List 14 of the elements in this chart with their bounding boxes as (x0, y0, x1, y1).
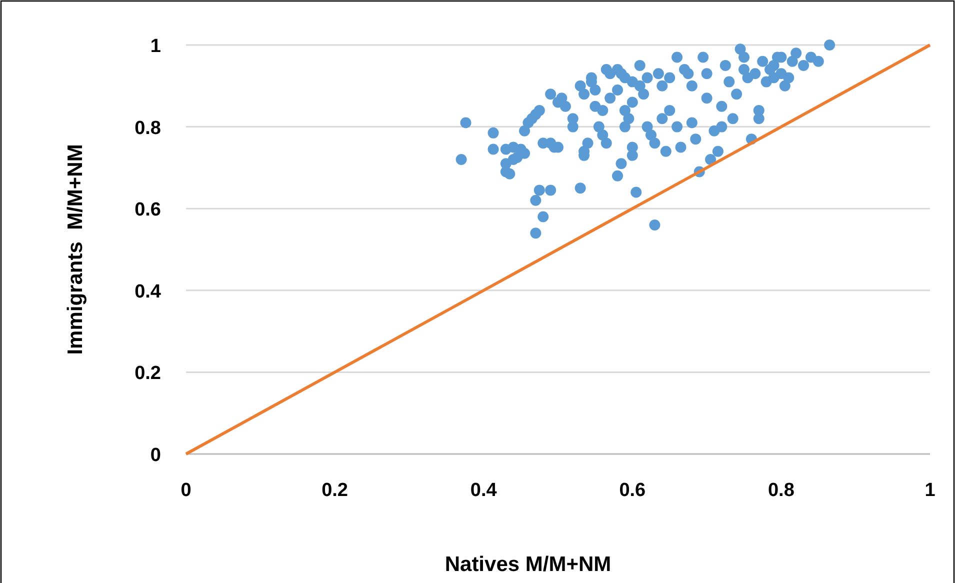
y-tick-label: 0.2 (134, 363, 161, 384)
x-tick-label: 1 (924, 480, 936, 501)
x-tick-label: 0.4 (470, 480, 498, 501)
y-tick-label: 1 (150, 36, 162, 57)
y-axis-title: Immigrants M/M+NM (64, 144, 87, 355)
y-tick-label: 0.8 (134, 118, 161, 139)
y-tick-label: 0.4 (134, 281, 162, 302)
x-tick-label: 0.8 (768, 480, 794, 501)
x-tick-label: 0.2 (322, 480, 348, 501)
y-tick-label: 0 (150, 445, 161, 466)
y-tick-label: 0.6 (134, 200, 161, 221)
x-axis-title: Natives M/M+NM (444, 553, 612, 576)
x-tick-label: 0.6 (619, 480, 646, 501)
x-tick-label: 0 (180, 480, 192, 501)
